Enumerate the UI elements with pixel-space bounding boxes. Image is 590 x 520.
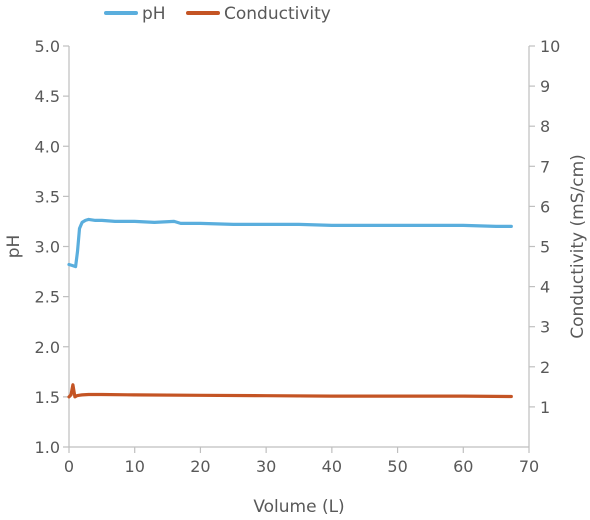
x-tick-label: 20 xyxy=(190,457,210,476)
x-tick-label: 0 xyxy=(64,457,74,476)
y-right-tick-label: 6 xyxy=(540,197,550,216)
y-right-axis-title: Conductivity (mS/cm) xyxy=(568,154,588,339)
y-right-tick-label: 2 xyxy=(540,358,550,377)
x-tick-label: 60 xyxy=(453,457,473,476)
x-tick-label: 40 xyxy=(322,457,342,476)
x-tick-label: 10 xyxy=(125,457,145,476)
y-left-tick-label: 3.5 xyxy=(35,187,60,206)
axes: 0 10 20 30 40 50 60 70 1.0 1.5 2.0 2.5 3.0 3.5 4.0 4.5 5… xyxy=(35,37,561,476)
legend-label-conductivity: Conductivity xyxy=(224,4,331,24)
y-left-tick-label: 4.0 xyxy=(35,137,60,156)
y-right-tick-label: 8 xyxy=(540,117,550,136)
y-left-tick-label: 1.5 xyxy=(35,388,60,407)
series-line-conductivity xyxy=(67,383,513,399)
y-right-tick-label: 9 xyxy=(540,77,550,96)
y-left-tick-label: 4.5 xyxy=(35,87,60,106)
series-line-ph xyxy=(67,217,513,269)
legend-label-ph: pH xyxy=(142,4,166,24)
y-right-tick-label: 1 xyxy=(540,398,550,417)
y-left-axis-title: pH xyxy=(4,235,24,259)
y-right-tick-label: 4 xyxy=(540,278,550,297)
y-left-tick-label: 3.0 xyxy=(35,238,60,257)
y-right-tick-label: 3 xyxy=(540,318,550,337)
x-tick-label: 50 xyxy=(387,457,407,476)
y-right-tick-label: 5 xyxy=(540,238,550,257)
y-left-tick-label: 1.0 xyxy=(35,438,60,457)
y-left-tick-label: 5.0 xyxy=(35,37,60,56)
x-tick-label: 30 xyxy=(256,457,276,476)
y-left-tick-label: 2.0 xyxy=(35,338,60,357)
series-layer xyxy=(67,217,513,399)
y-right-tick-label: 10 xyxy=(540,37,560,56)
legend: pH Conductivity xyxy=(104,4,331,24)
y-right-tick-label: 7 xyxy=(540,157,550,176)
x-tick-label: 70 xyxy=(519,457,539,476)
x-axis-title: Volume (L) xyxy=(253,497,344,517)
y-left-tick-label: 2.5 xyxy=(35,288,60,307)
